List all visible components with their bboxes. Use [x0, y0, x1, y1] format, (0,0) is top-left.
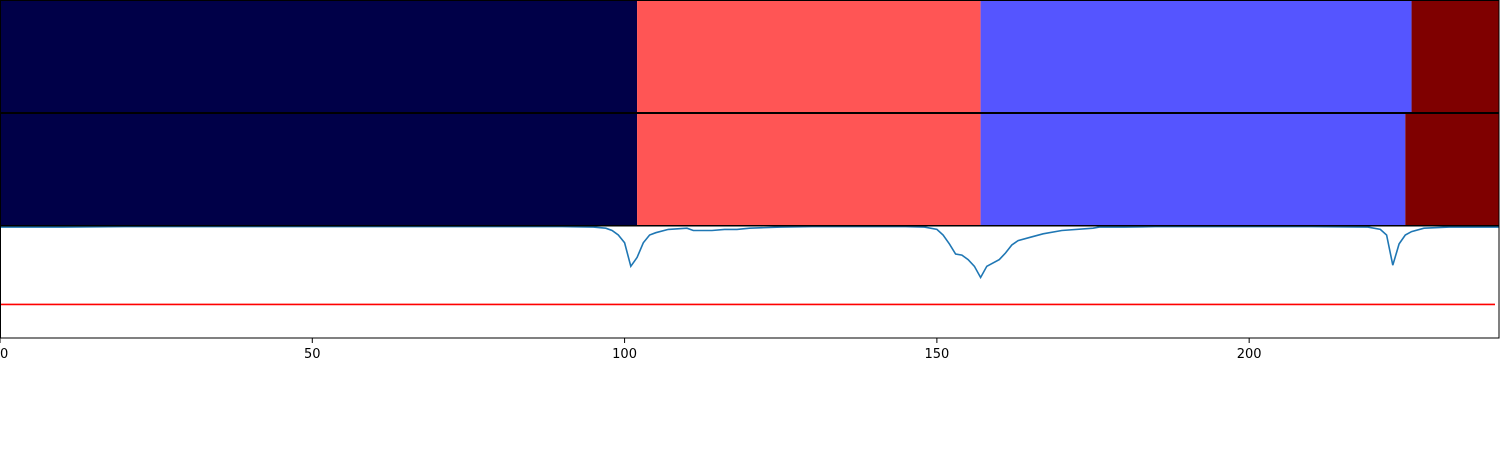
x-tick-label-2: 100	[612, 347, 637, 362]
plot-frame-top	[0, 0, 1500, 113]
panel2-segment-2	[980, 114, 1406, 225]
panel2-segment-3	[1405, 114, 1499, 225]
panel1-segment-2	[980, 1, 1412, 112]
panel2-segment-0	[0, 114, 638, 225]
x-tick-label-3: 150	[924, 347, 949, 362]
panel1-segment-1	[637, 1, 981, 112]
x-tick-label-0: 0	[0, 347, 8, 362]
signal-series-line	[0, 225, 1499, 280]
plot-frame-bottom	[0, 225, 1500, 339]
segmentation-track-2	[0, 114, 1499, 225]
panel1-segment-3	[1411, 1, 1499, 112]
x-axis: 0 50 100 150 200	[0, 338, 1262, 362]
signal-track	[0, 225, 1499, 306]
segmentation-track-1	[0, 1, 1499, 112]
x-tick-label-1: 50	[304, 347, 321, 362]
x-tick-label-4: 200	[1237, 347, 1262, 362]
panel2-segment-1	[637, 114, 981, 225]
panel1-segment-0	[0, 1, 638, 112]
